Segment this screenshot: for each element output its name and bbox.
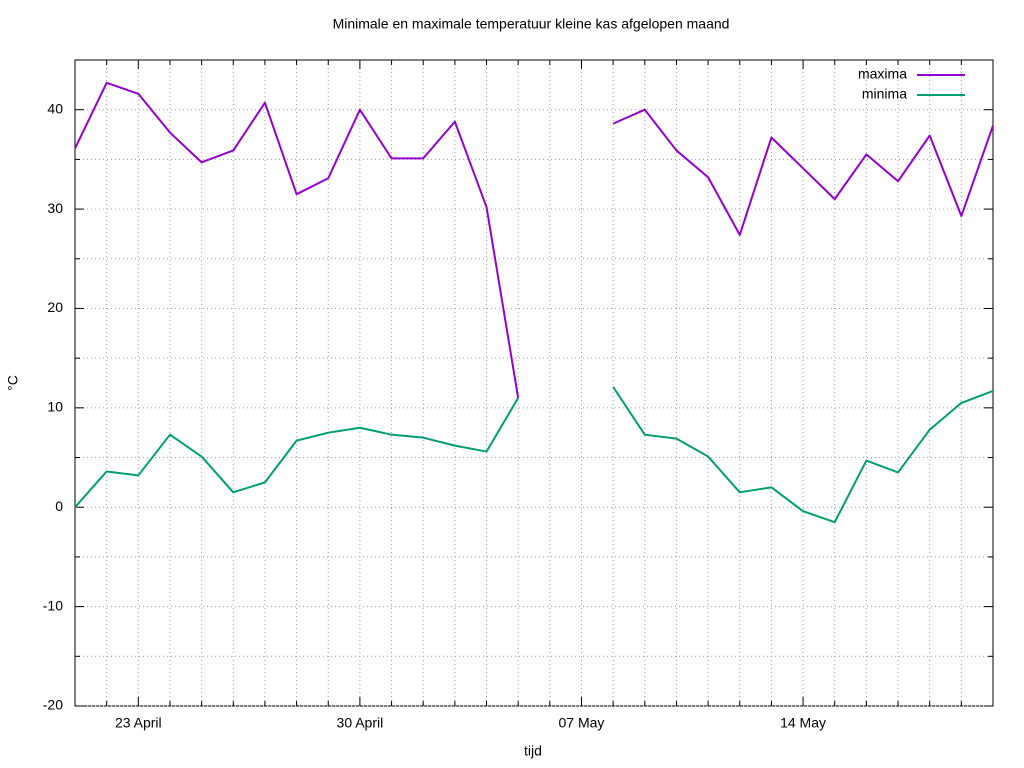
y-tick-label: -10 (43, 597, 63, 613)
x-tick-label: 14 May (780, 715, 826, 731)
line-series (74, 386, 994, 524)
legend-label: maxima (858, 66, 907, 82)
chart-title: Minimale en maximale temperatuur kleine … (333, 16, 730, 32)
line-series (74, 81, 994, 399)
x-axis-label: tijd (524, 743, 542, 759)
x-tick-label: 07 May (559, 715, 605, 731)
y-tick-label: 10 (47, 399, 63, 415)
y-tick-label: 0 (55, 498, 63, 514)
legend-label: minima (862, 86, 907, 102)
x-tick-label: 30 April (337, 715, 384, 731)
y-tick-label: 20 (47, 299, 63, 315)
y-tick-label: 40 (47, 100, 63, 116)
plot-frame (74, 59, 994, 707)
y-axis-label: °C (5, 375, 21, 391)
x-tick-label: 23 April (115, 715, 162, 731)
y-tick-label: 30 (47, 200, 63, 216)
y-tick-label: -20 (43, 697, 63, 713)
